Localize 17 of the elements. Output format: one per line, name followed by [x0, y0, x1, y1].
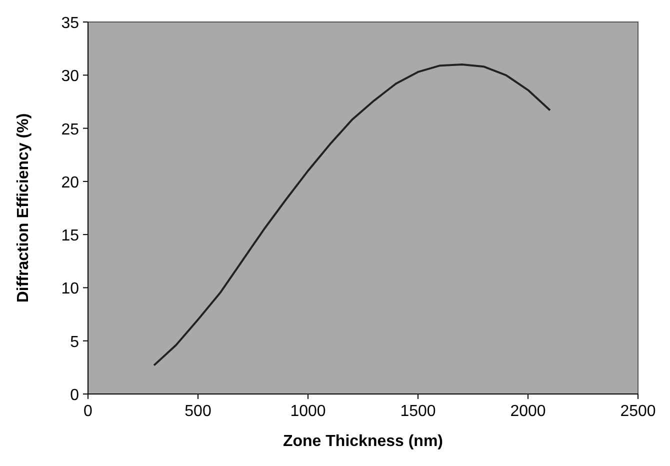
y-tick-label: 35: [61, 15, 80, 32]
y-axis-title: Diffraction Efficiency (%): [15, 113, 32, 303]
y-tick-label: 25: [61, 121, 80, 138]
x-tick-label: 2000: [510, 403, 546, 420]
y-tick-label: 20: [61, 174, 80, 192]
y-tick-label: 15: [61, 228, 80, 245]
x-tick-label: 1000: [290, 403, 326, 420]
x-axis-title: Zone Thickness (nm): [282, 433, 444, 450]
x-tick-label: 500: [184, 403, 212, 420]
y-tick-label: 5: [70, 334, 80, 351]
y-tick-label: 30: [61, 68, 80, 86]
y-tick-label: 0: [70, 387, 80, 404]
x-tick-label: 2500: [620, 403, 656, 420]
line-series: [153, 64, 551, 366]
x-tick-label: 0: [84, 403, 93, 420]
y-tick-label: 10: [61, 280, 80, 298]
x-tick-label: 1500: [400, 403, 436, 420]
